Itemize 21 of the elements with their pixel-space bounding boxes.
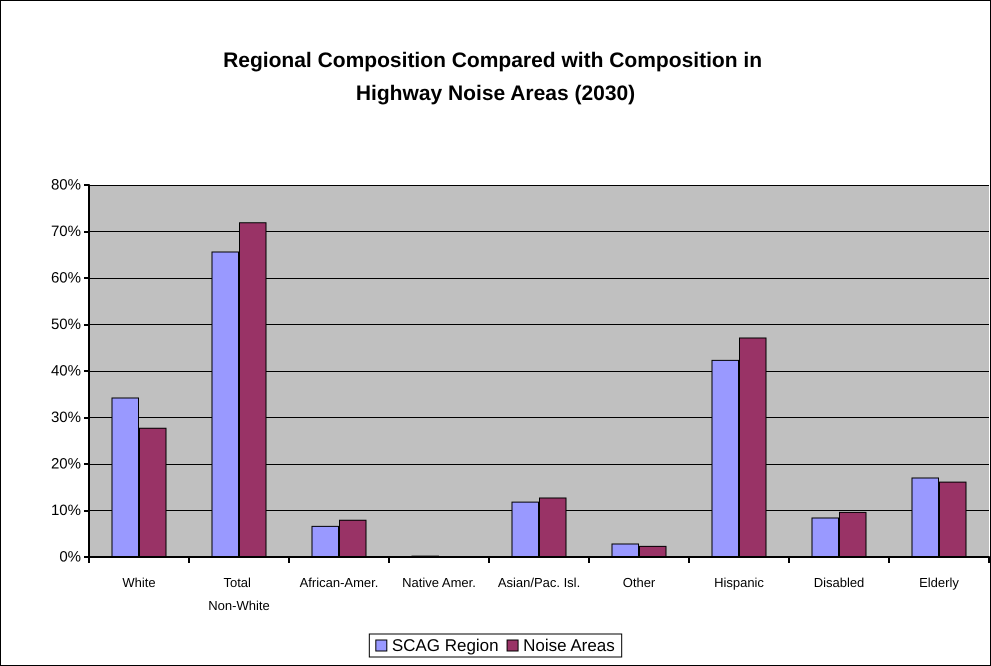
legend-label: Noise Areas <box>523 636 615 655</box>
y-tick-label: 60% <box>50 270 81 286</box>
y-tick-label: 70% <box>50 223 81 240</box>
x-tick-label: White <box>122 575 156 590</box>
x-tick-label: Asian/Pac. Isl. <box>498 575 580 590</box>
x-tick-label: African-Amer. <box>300 575 378 590</box>
y-tick-label: 20% <box>50 456 81 472</box>
x-tick-label: Other <box>622 575 656 590</box>
y-tick-label: 30% <box>50 409 81 426</box>
x-tick-label: Disabled <box>814 575 864 590</box>
y-tick-label: 10% <box>50 502 81 519</box>
x-tick-label: Total Non-White <box>208 575 270 613</box>
chart-title: Regional Composition Compared with Composition in Highway Noise Areas (2030) <box>223 49 768 105</box>
y-tick-label: 80% <box>50 176 81 194</box>
x-tick-label: Hispanic <box>714 575 764 590</box>
y-tick-label: 50% <box>50 316 81 333</box>
legend-label: SCAG Region <box>392 636 499 655</box>
y-tick-label: 40% <box>50 362 81 380</box>
y-tick-label: 0% <box>59 548 81 566</box>
x-tick-label: Elderly <box>919 575 960 590</box>
x-tick-label: Native Amer. <box>402 575 476 590</box>
